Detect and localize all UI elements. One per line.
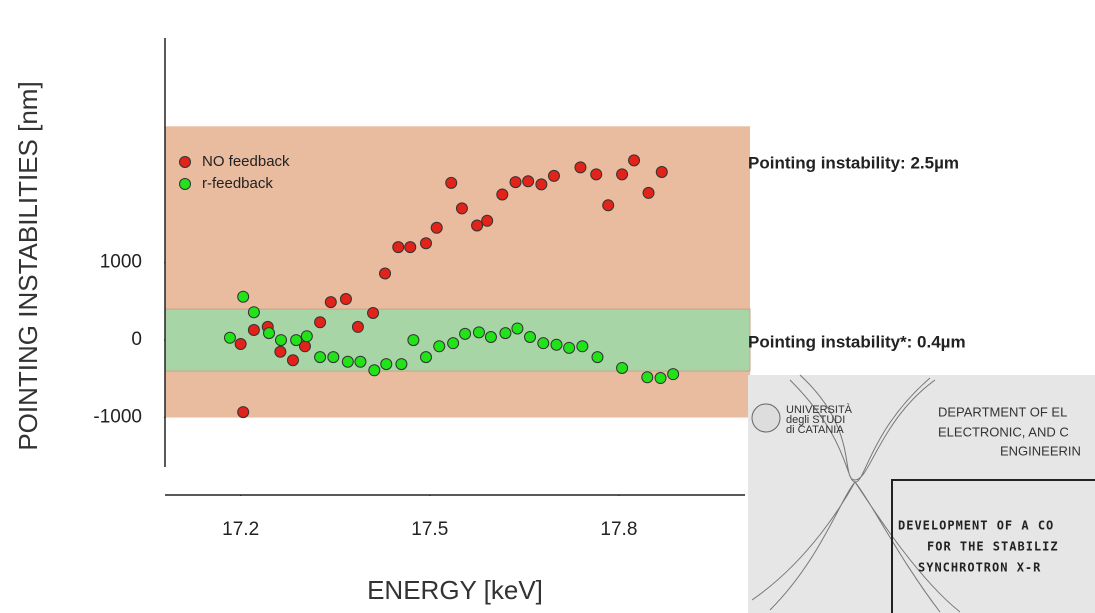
point: [575, 162, 586, 173]
point: [301, 331, 312, 342]
point: [328, 352, 339, 363]
point: [456, 203, 467, 214]
point: [421, 352, 432, 363]
point: [564, 342, 575, 353]
point: [482, 215, 493, 226]
point: [276, 335, 287, 346]
inset-text: DEPARTMENT OF EL: [938, 404, 1067, 419]
annotation: Pointing instability: 2.5µm: [748, 153, 959, 172]
point: [380, 268, 391, 279]
inset-logo: [752, 404, 780, 432]
x-tick-label: 17.8: [600, 519, 637, 540]
point: [315, 317, 326, 328]
x-axis-title: ENERGY [keV]: [367, 575, 543, 605]
point: [315, 352, 326, 363]
point: [238, 407, 249, 418]
inset-slide: UNIVERSITÀ degli STUDI di CATANIA DEPART…: [748, 375, 1095, 613]
y-tick-label: 1000: [100, 252, 142, 273]
inset-text: SYNCHROTRON X-R: [918, 561, 1041, 575]
point: [617, 362, 628, 373]
point: [325, 297, 336, 308]
point: [448, 338, 459, 349]
point: [538, 338, 549, 349]
point: [523, 176, 534, 187]
point: [551, 339, 562, 350]
inset-text: ENGINEERIN: [1000, 443, 1081, 458]
point: [291, 335, 302, 346]
inset-text: DEVELOPMENT OF A CO: [898, 519, 1054, 533]
point: [421, 238, 432, 249]
point: [536, 179, 547, 190]
point: [472, 220, 483, 231]
legend-marker: [180, 157, 191, 168]
point: [446, 177, 457, 188]
point: [577, 341, 588, 352]
point: [405, 242, 416, 253]
x-tick-label: 17.5: [411, 519, 448, 540]
point: [485, 331, 496, 342]
point: [510, 177, 521, 188]
point: [512, 323, 523, 334]
inset-text: di CATANIA: [786, 424, 844, 436]
point: [431, 222, 442, 233]
point: [235, 338, 246, 349]
legend-marker: [180, 179, 191, 190]
inset-text: FOR THE STABILIZ: [927, 540, 1059, 554]
point: [460, 328, 471, 339]
annotation: Pointing instability*: 0.4µm: [748, 332, 966, 351]
y-tick-label: 0: [131, 329, 142, 350]
inset-text: ELECTRONIC, AND C: [938, 424, 1069, 439]
plot: -1000 0 1000 17.2 17.5 17.8 ENERGY [keV] POINTI…: [13, 38, 750, 605]
y-axis-title: POINTING INSTABILITIES [nm]: [13, 81, 43, 450]
x-tick-label: 17.2: [222, 519, 259, 540]
point: [248, 325, 259, 336]
point: [238, 291, 249, 302]
point: [396, 359, 407, 370]
point: [368, 307, 379, 318]
point: [497, 189, 508, 200]
point: [381, 359, 392, 370]
point: [287, 355, 298, 366]
point: [668, 369, 679, 380]
point: [525, 331, 536, 342]
chart: -1000 0 1000 17.2 17.5 17.8 ENERGY [keV] POINTI…: [0, 0, 1095, 613]
point: [548, 170, 559, 181]
point: [248, 307, 259, 318]
legend-label: r-feedback: [202, 175, 273, 192]
point: [473, 327, 484, 338]
point: [434, 341, 445, 352]
point: [342, 356, 353, 367]
point: [224, 332, 235, 343]
point: [642, 372, 653, 383]
point: [500, 328, 511, 339]
point: [352, 321, 363, 332]
point: [340, 294, 351, 305]
point: [617, 169, 628, 180]
point: [275, 346, 286, 357]
point: [408, 335, 419, 346]
point: [592, 352, 603, 363]
point: [603, 200, 614, 211]
legend-label: NO feedback: [202, 153, 290, 170]
point: [393, 242, 404, 253]
point: [655, 373, 666, 384]
point: [656, 167, 667, 178]
point: [591, 169, 602, 180]
point: [629, 155, 640, 166]
point: [355, 356, 366, 367]
point: [643, 187, 654, 198]
y-tick-label: -1000: [93, 407, 142, 428]
point: [369, 365, 380, 376]
point: [264, 328, 275, 339]
